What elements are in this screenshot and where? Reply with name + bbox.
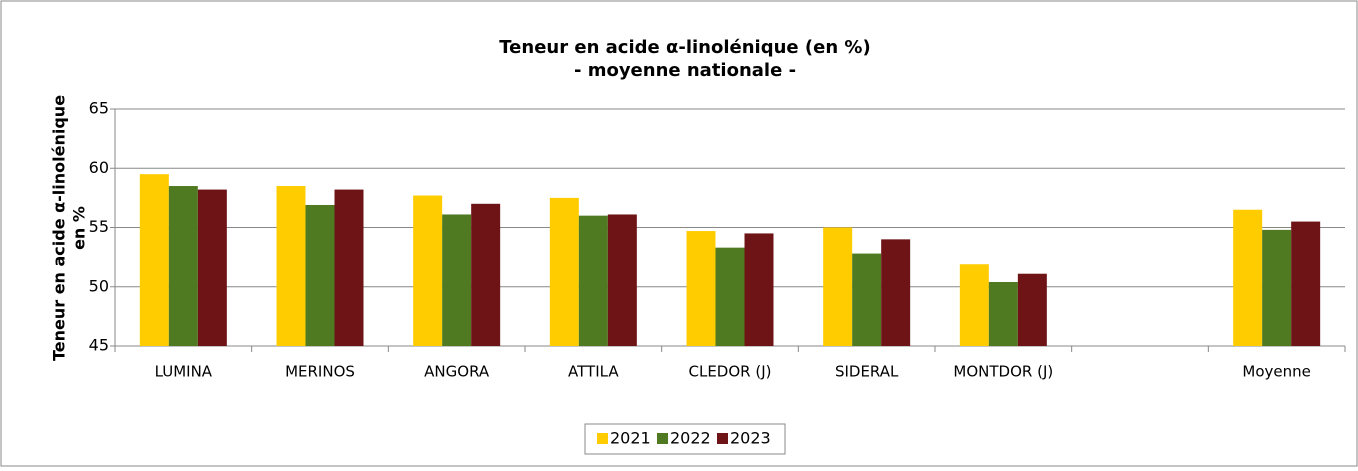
y-axis-label: Teneur en acide α-linolénique (50, 95, 69, 361)
legend-label: 2021 (610, 429, 651, 448)
y-tick-label: 55 (89, 217, 109, 236)
chart-subtitle: - moyenne nationale - (574, 60, 796, 81)
bar (1291, 221, 1321, 346)
x-tick-label: ATTILA (568, 363, 619, 381)
bar (139, 174, 169, 346)
legend-swatch (597, 433, 608, 444)
bar (197, 189, 227, 346)
bar (744, 233, 774, 346)
bar (276, 186, 306, 346)
bar (305, 204, 335, 346)
legend-swatch (657, 433, 668, 444)
bar (471, 203, 501, 346)
bar (549, 197, 579, 346)
y-tick-label: 45 (89, 336, 109, 355)
chart-title: Teneur en acide α-linolénique (en %) (499, 37, 870, 58)
x-tick-label: CLEDOR (J) (689, 363, 772, 381)
bar (1233, 209, 1263, 346)
bar (1262, 229, 1292, 346)
bar (959, 264, 989, 346)
x-tick-label: ANGORA (424, 363, 490, 381)
bar (578, 215, 608, 346)
x-tick-label: SIDERAL (835, 363, 899, 381)
bar (715, 247, 745, 346)
bar (881, 239, 911, 346)
y-axis-label: en % (70, 206, 89, 250)
x-tick-label: Moyenne (1242, 363, 1310, 381)
bar (823, 227, 853, 346)
bar (413, 195, 443, 346)
bar (988, 282, 1018, 346)
x-tick-label: MONTDOR (J) (953, 363, 1053, 381)
legend-box (584, 423, 786, 455)
y-tick-label: 65 (89, 99, 109, 118)
bar (852, 253, 882, 346)
x-tick-label: LUMINA (155, 363, 213, 381)
legend-label: 2023 (730, 429, 771, 448)
y-tick-label: 50 (89, 276, 109, 295)
bar (686, 231, 716, 346)
legend-label: 2022 (670, 429, 711, 448)
x-tick-label: MERINOS (285, 363, 355, 381)
bar (168, 186, 198, 346)
bar (334, 189, 364, 346)
bar (1017, 273, 1047, 346)
y-tick-label: 60 (89, 158, 109, 177)
legend-swatch (717, 433, 728, 444)
bar (607, 214, 637, 346)
bar (442, 214, 472, 346)
